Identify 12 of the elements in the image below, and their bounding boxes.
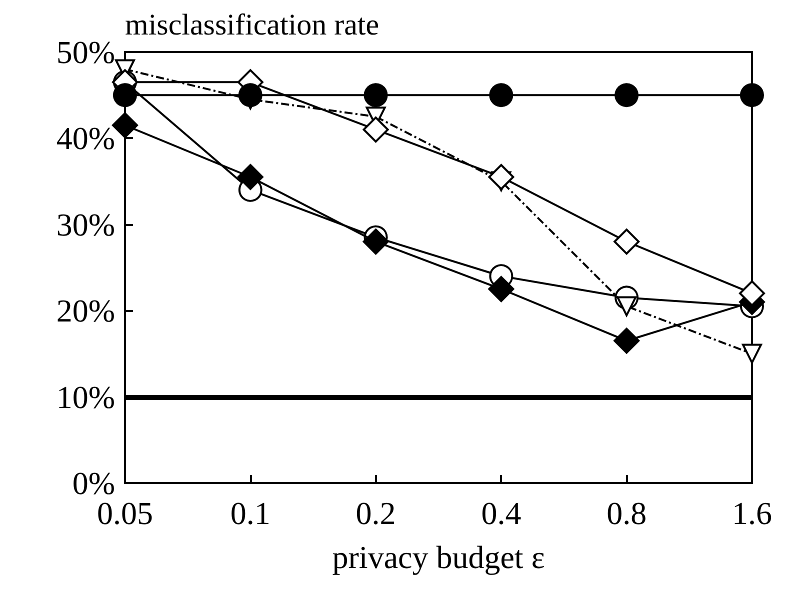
y-axis-title: misclassification rate [125, 8, 380, 42]
y-tick-label: 10% [56, 378, 115, 415]
y-tick-label: 50% [56, 34, 115, 70]
x-axis-title: privacy budget ε [332, 539, 545, 575]
y-tick-label: 20% [56, 292, 115, 329]
x-tick-label: 0.4 [481, 495, 522, 531]
y-tick-label: 30% [56, 206, 115, 242]
x-tick-label: 0.2 [356, 495, 396, 531]
y-tick-label: 40% [56, 120, 115, 156]
x-tick-label: 0.8 [606, 495, 647, 531]
x-tick-label: 0.1 [230, 495, 270, 531]
x-tick-label: 1.6 [732, 495, 772, 531]
